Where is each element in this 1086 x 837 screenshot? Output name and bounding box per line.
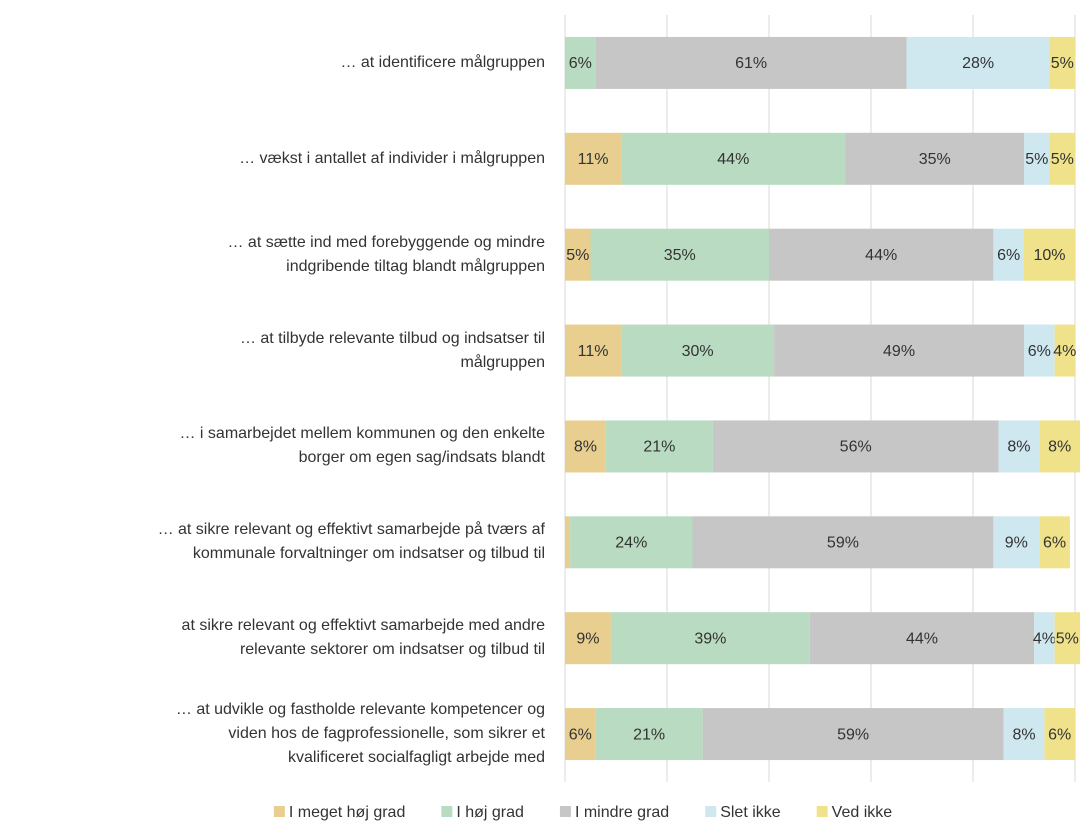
bar-segment <box>1024 228 1075 281</box>
bar-segment <box>570 516 693 569</box>
bar-segment <box>1049 132 1075 185</box>
data-label: 59% <box>827 535 859 552</box>
category-label: … at sætte ind med forebyggende og mindr… <box>227 233 545 275</box>
bar-segment <box>565 324 622 377</box>
data-label: 4% <box>1033 630 1056 647</box>
data-label: 5% <box>1025 151 1048 168</box>
data-label: 11% <box>578 343 609 360</box>
bar-segment <box>565 516 571 569</box>
category-label: … i samarbejdet mellem kommunen og den e… <box>179 425 545 467</box>
data-label: 6% <box>569 55 592 72</box>
data-label: 44% <box>717 151 749 168</box>
data-label: 6% <box>1048 726 1071 743</box>
category-label: … vækst i antallet af individer i målgru… <box>239 149 545 167</box>
bar-segment <box>595 708 703 761</box>
data-label: 5% <box>1051 55 1074 72</box>
data-label: 39% <box>694 630 726 647</box>
category-label: … at sikre relevant og effektivt samarbe… <box>157 521 545 563</box>
data-label: 8% <box>574 439 597 456</box>
data-label: 21% <box>633 726 665 743</box>
legend-label: I høj grad <box>456 804 524 821</box>
data-label: 8% <box>1007 439 1030 456</box>
data-label: 9% <box>1005 535 1028 552</box>
bar-segment <box>845 132 1024 185</box>
category-label: … at identificere målgruppen <box>340 53 545 71</box>
bar-segment <box>1054 324 1075 377</box>
legend-swatch <box>705 806 717 817</box>
legend-swatch <box>559 806 571 817</box>
bar-segment <box>610 612 810 665</box>
data-label: 44% <box>906 630 938 647</box>
data-label: 28% <box>962 55 994 72</box>
data-label: 44% <box>865 247 897 264</box>
bar-segment <box>993 228 1024 281</box>
data-label: 5% <box>1051 151 1074 168</box>
data-label: 6% <box>997 247 1020 264</box>
bar-segment <box>1003 708 1045 761</box>
data-label: 56% <box>840 439 872 456</box>
data-label: 21% <box>643 439 675 456</box>
data-label: 30% <box>682 343 714 360</box>
data-label: 59% <box>837 726 869 743</box>
bar-segment <box>595 36 907 89</box>
bar-segment <box>1039 420 1081 473</box>
legend-swatch <box>441 806 453 817</box>
data-label: 6% <box>1028 343 1051 360</box>
legend-label: Ved ikke <box>832 804 893 821</box>
bar-segment <box>1049 36 1075 89</box>
legend-swatch <box>816 806 828 817</box>
bar-segment <box>1044 708 1075 761</box>
legend-label: I meget høj grad <box>289 804 406 821</box>
bar-segment <box>605 420 713 473</box>
category-label: at sikre relevant og effektivt samarbejd… <box>181 617 545 659</box>
data-label: 35% <box>664 247 696 264</box>
bar-segment <box>565 228 591 281</box>
bar-segment <box>712 420 999 473</box>
data-label: 24% <box>615 535 647 552</box>
data-label: 8% <box>1048 439 1071 456</box>
data-label: 11% <box>578 151 609 168</box>
data-label: 6% <box>1043 535 1066 552</box>
bar-segment <box>692 516 994 569</box>
bar-segment <box>565 36 596 89</box>
data-label: 49% <box>883 343 915 360</box>
bar-segment <box>1024 324 1055 377</box>
bar-segment <box>809 612 1035 665</box>
bar-segment <box>998 420 1040 473</box>
legend-label: I mindre grad <box>575 804 669 821</box>
bar-segment <box>565 708 596 761</box>
data-label: 5% <box>1056 630 1079 647</box>
bar-segment <box>1034 612 1055 665</box>
data-label: 35% <box>919 151 951 168</box>
bar-segment <box>565 132 622 185</box>
data-label: 6% <box>569 726 592 743</box>
bar-segment <box>1039 516 1070 569</box>
legend-swatch <box>273 806 285 817</box>
bar-segment <box>906 36 1050 89</box>
bar-segment <box>993 516 1040 569</box>
bar-segment <box>590 228 769 281</box>
data-label: 4% <box>1053 343 1076 360</box>
legend-label: Slet ikke <box>720 804 781 821</box>
bar-segment <box>702 708 1004 761</box>
data-label: 10% <box>1033 247 1065 264</box>
bar-segment <box>774 324 1024 377</box>
bar-segment <box>621 132 846 185</box>
bar-segment <box>769 228 994 281</box>
bar-segment <box>621 324 775 377</box>
bar-segment <box>1054 612 1081 665</box>
category-label: … at tilbyde relevante tilbud og indsats… <box>239 329 545 371</box>
bar-segment <box>565 612 611 665</box>
bar-segment <box>1024 132 1050 185</box>
data-label: 8% <box>1012 726 1035 743</box>
category-label: … at udvikle og fastholde relevante komp… <box>175 701 545 767</box>
data-label: 9% <box>576 630 599 647</box>
data-label: 5% <box>566 247 589 264</box>
bar-segment <box>565 420 606 473</box>
data-label: 61% <box>735 55 767 72</box>
